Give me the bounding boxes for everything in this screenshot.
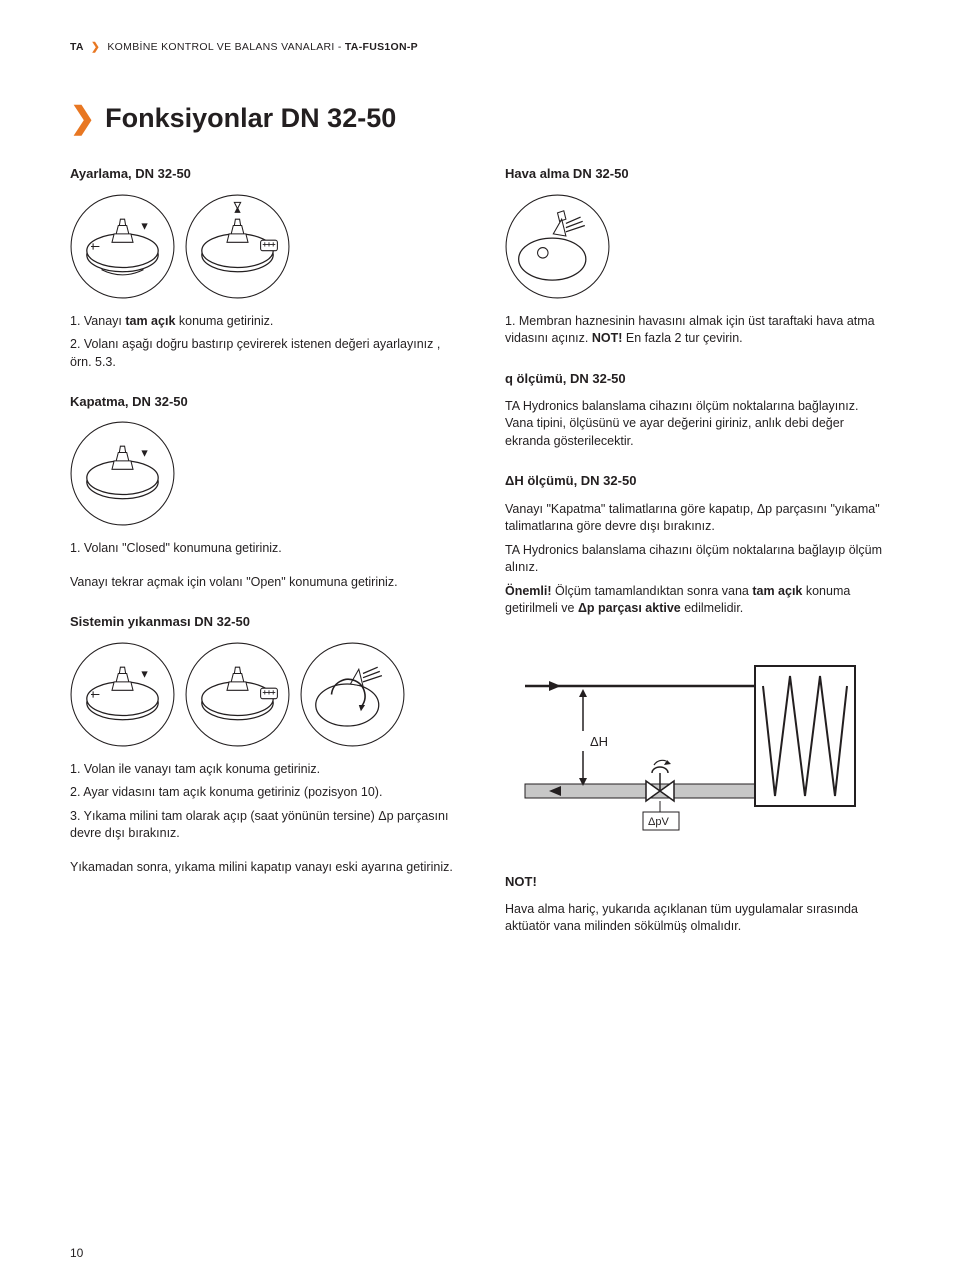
chevron-icon: ❯ bbox=[70, 104, 95, 134]
valve-figure bbox=[70, 421, 175, 526]
body: Hava alma hariç, yukarıda açıklanan tüm … bbox=[505, 901, 890, 936]
heading: ΔH ölçümü, DN 32-50 bbox=[505, 472, 890, 490]
title-row: ❯ Fonksiyonlar DN 32-50 bbox=[70, 100, 890, 138]
step: 3. Yıkama milini tam olarak açıp (saat y… bbox=[70, 808, 455, 843]
step: 1. Membran haznesinin havasını almak içi… bbox=[505, 313, 890, 348]
dh-diagram: ΔH ΔpV bbox=[505, 636, 890, 851]
page-number: 10 bbox=[70, 1245, 83, 1262]
category: KOMBİNE KONTROL VE BALANS VANALARI bbox=[107, 41, 334, 53]
body: Vanayı "Kapatma" talimatlarına göre kapa… bbox=[505, 501, 890, 536]
heading: Sistemin yıkanması DN 32-50 bbox=[70, 613, 455, 631]
step: 2. Volanı aşağı doğru bastırıp çevirerek… bbox=[70, 336, 455, 371]
heading: Hava alma DN 32-50 bbox=[505, 165, 890, 183]
valve-figure bbox=[70, 642, 175, 747]
section-ayarlama: Ayarlama, DN 32-50 1. Vanayı tam açık ko… bbox=[70, 165, 455, 371]
section-q: q ölçümü, DN 32-50 TA Hydronics balansla… bbox=[505, 370, 890, 451]
right-column: Hava alma DN 32-50 1. Membran haznesinin… bbox=[505, 165, 890, 957]
valve-figure bbox=[185, 642, 290, 747]
heading: Kapatma, DN 32-50 bbox=[70, 393, 455, 411]
valve-figure bbox=[70, 194, 175, 299]
figure-row bbox=[70, 194, 455, 299]
content-columns: Ayarlama, DN 32-50 1. Vanayı tam açık ko… bbox=[70, 165, 890, 957]
svg-text:ΔH: ΔH bbox=[590, 734, 608, 749]
figure-row bbox=[70, 642, 455, 747]
figure-row bbox=[505, 194, 890, 299]
step: 1. Vanayı tam açık konuma getiriniz. bbox=[70, 313, 455, 331]
section-not: NOT! Hava alma hariç, yukarıda açıklanan… bbox=[505, 873, 890, 936]
valve-figure bbox=[185, 194, 290, 299]
section-yikama: Sistemin yıkanması DN 32-50 1. Volan ile… bbox=[70, 613, 455, 876]
body: Önemli! Ölçüm tamamlandıktan sonra vana … bbox=[505, 583, 890, 618]
step: 1. Volan ile vanayı tam açık konuma geti… bbox=[70, 761, 455, 779]
section-kapatma: Kapatma, DN 32-50 1. Volanı "Closed" kon… bbox=[70, 393, 455, 591]
left-column: Ayarlama, DN 32-50 1. Vanayı tam açık ko… bbox=[70, 165, 455, 957]
heading: Ayarlama, DN 32-50 bbox=[70, 165, 455, 183]
step: 1. Volanı "Closed" konumuna getiriniz. bbox=[70, 540, 455, 558]
brand: TA bbox=[70, 41, 84, 53]
figure-row bbox=[70, 421, 455, 526]
product-code: TA-FUS1ON-P bbox=[345, 41, 418, 53]
svg-text:ΔpV: ΔpV bbox=[648, 816, 669, 828]
body: TA Hydronics balanslama cihazını ölçüm n… bbox=[505, 542, 890, 577]
section-dh: ΔH ölçümü, DN 32-50 Vanayı "Kapatma" tal… bbox=[505, 472, 890, 850]
body: TA Hydronics balanslama cihazını ölçüm n… bbox=[505, 398, 890, 451]
section-hava: Hava alma DN 32-50 1. Membran haznesinin… bbox=[505, 165, 890, 347]
step: 2. Ayar vidasını tam açık konuma getirin… bbox=[70, 784, 455, 802]
page-title: Fonksiyonlar DN 32-50 bbox=[105, 100, 396, 138]
heading: q ölçümü, DN 32-50 bbox=[505, 370, 890, 388]
heading: NOT! bbox=[505, 873, 890, 891]
note: Yıkamadan sonra, yıkama milini kapatıp v… bbox=[70, 859, 455, 877]
note: Vanayı tekrar açmak için volanı "Open" k… bbox=[70, 574, 455, 592]
page-header: TA ❯ KOMBİNE KONTROL VE BALANS VANALARI … bbox=[70, 40, 890, 55]
valve-figure bbox=[505, 194, 610, 299]
valve-figure bbox=[300, 642, 405, 747]
chevron-icon: ❯ bbox=[87, 41, 104, 53]
